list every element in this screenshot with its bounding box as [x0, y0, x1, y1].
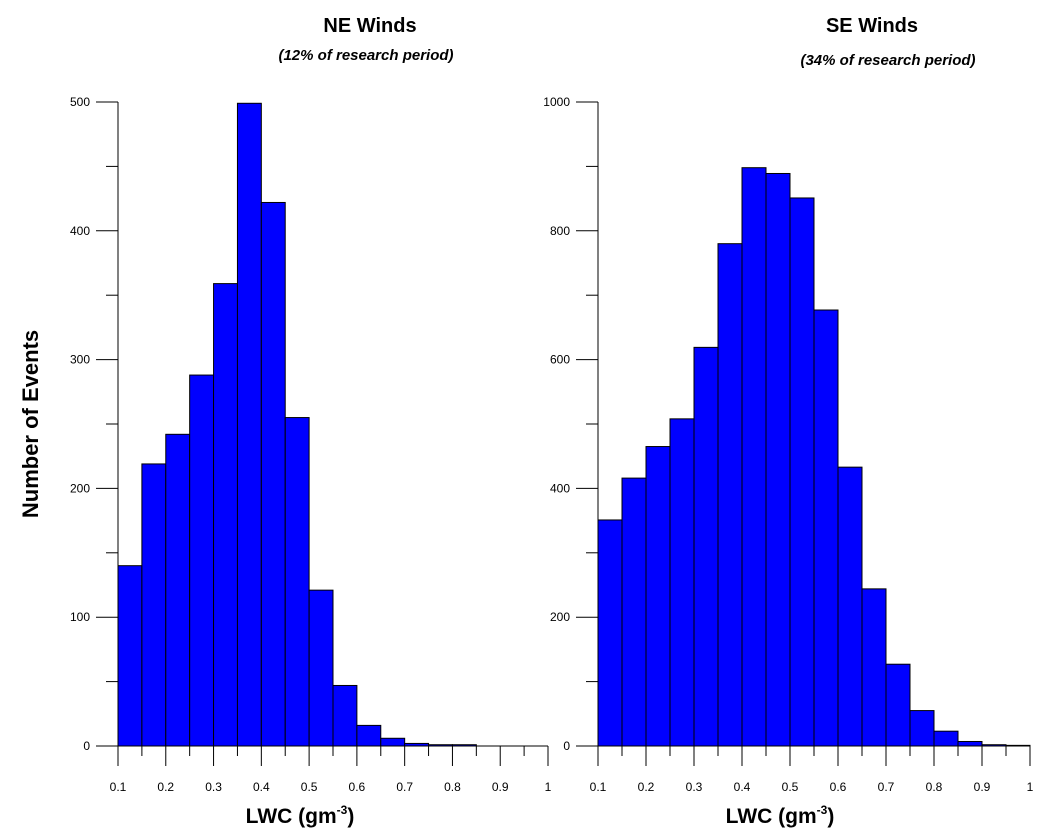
- bar: [669, 418, 695, 747]
- chart-subtitle: (12% of research period): [278, 47, 453, 64]
- bar: [141, 463, 167, 747]
- chart-title: SE Winds: [826, 15, 918, 37]
- y-tick-label: 600: [550, 353, 570, 367]
- y-axis-label: Number of Events: [18, 330, 43, 518]
- bar: [236, 102, 262, 747]
- x-tick-label: 1: [1027, 780, 1034, 794]
- x-axis-label: LWC (gm-3): [246, 803, 355, 828]
- y-tick-label: 0: [563, 739, 570, 753]
- bar: [308, 589, 334, 747]
- y-tick-label: 0: [83, 739, 90, 753]
- bar: [284, 417, 310, 747]
- y-tick-labels: 0 100 200 300 400 500: [70, 95, 90, 753]
- bar: [597, 519, 623, 747]
- bar: [380, 737, 406, 747]
- x-tick-label: 0.6: [830, 780, 847, 794]
- y-tick-label: 400: [70, 224, 90, 238]
- se-winds-panel: SE Winds (34% of research period) 0 200 40…: [543, 15, 1033, 828]
- bar: [693, 346, 719, 747]
- y-tick-labels: 0 200 400 600 800 1000: [543, 95, 570, 753]
- bar: [861, 588, 887, 747]
- y-tick-label: 500: [70, 95, 90, 109]
- bar: [621, 477, 647, 747]
- x-tick-label: 0.3: [205, 780, 222, 794]
- bar: [765, 172, 791, 747]
- chart-title: NE Winds: [323, 15, 416, 37]
- y-tick-label: 200: [550, 610, 570, 624]
- x-tick-labels: 0.1 0.2 0.3 0.4 0.5 0.6 0.7 0.8 0.9 1: [110, 780, 552, 794]
- bar: [813, 309, 839, 747]
- bar: [837, 466, 863, 747]
- bar: [356, 724, 382, 747]
- x-tick-label: 1: [545, 780, 552, 794]
- x-tick-label: 0.7: [396, 780, 413, 794]
- ne-winds-panel: NE Winds (12% of research period) 0 100 20…: [70, 15, 552, 828]
- x-axis-label: LWC (gm-3): [726, 803, 835, 828]
- x-tick-label: 0.8: [926, 780, 943, 794]
- y-tick-label: 200: [70, 481, 90, 495]
- x-tick-label: 0.3: [686, 780, 703, 794]
- x-tick-label: 0.8: [444, 780, 461, 794]
- y-tick-label: 300: [70, 353, 90, 367]
- bar: [117, 565, 143, 747]
- bars-group: [597, 167, 1031, 747]
- bar: [741, 167, 767, 747]
- x-tick-label: 0.6: [349, 780, 366, 794]
- x-tick-label: 0.9: [492, 780, 509, 794]
- bar: [213, 283, 238, 747]
- x-tick-label: 0.1: [590, 780, 607, 794]
- x-tick-label: 0.4: [253, 780, 270, 794]
- bar: [933, 730, 959, 747]
- x-tick-label: 0.7: [878, 780, 895, 794]
- x-tick-label: 0.2: [638, 780, 655, 794]
- bars-group: [117, 102, 477, 747]
- y-tick-label: 1000: [543, 95, 570, 109]
- x-tick-label: 0.9: [974, 780, 991, 794]
- y-tick-label: 400: [550, 481, 570, 495]
- bar: [789, 197, 815, 747]
- y-tick-label: 100: [70, 610, 90, 624]
- bar: [885, 663, 911, 747]
- axes-group: [96, 101, 549, 766]
- x-tick-label: 0.5: [782, 780, 799, 794]
- bar: [165, 433, 191, 747]
- bar: [909, 710, 935, 747]
- bar: [260, 201, 286, 747]
- x-tick-label: 0.5: [301, 780, 318, 794]
- x-tick-label: 0.4: [734, 780, 751, 794]
- x-tick-labels: 0.1 0.2 0.3 0.4 0.5 0.6 0.7 0.8 0.9 1: [590, 780, 1034, 794]
- axes-group: [576, 101, 1031, 766]
- bar: [957, 740, 983, 747]
- bar: [189, 374, 215, 747]
- bar: [717, 243, 743, 747]
- x-tick-label: 0.1: [110, 780, 127, 794]
- bar: [332, 684, 358, 747]
- chart-subtitle: (34% of research period): [800, 52, 975, 69]
- bar: [645, 446, 671, 747]
- y-tick-label: 800: [550, 224, 570, 238]
- x-tick-label: 0.2: [157, 780, 174, 794]
